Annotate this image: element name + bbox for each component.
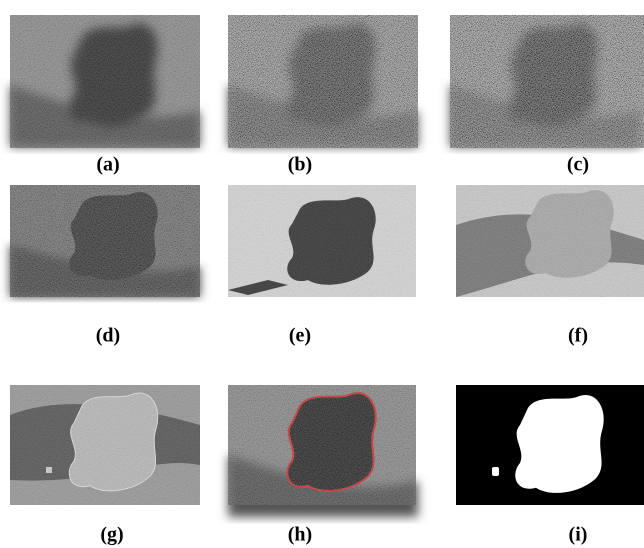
panel-label: (e) bbox=[289, 325, 311, 347]
panel-label: (a) bbox=[96, 154, 119, 176]
panel-label: (c) bbox=[567, 154, 589, 176]
panel-label: (i) bbox=[569, 524, 588, 546]
panel-i bbox=[456, 385, 644, 505]
panel-g bbox=[10, 385, 200, 505]
panel-label: (d) bbox=[96, 325, 120, 347]
panel-d bbox=[10, 185, 200, 297]
panel-h bbox=[228, 385, 418, 517]
panel-label: (g) bbox=[100, 524, 123, 546]
panel-label: (f) bbox=[568, 325, 588, 347]
panel-b bbox=[228, 15, 418, 148]
panel-c bbox=[450, 15, 644, 148]
figure: (a) (b) (c) (d) (e) (f) (g) (h) (i) bbox=[0, 0, 644, 548]
panel-a bbox=[10, 15, 200, 148]
panel-f bbox=[456, 185, 644, 297]
panel-label: (b) bbox=[288, 154, 312, 176]
panel-e bbox=[228, 185, 416, 297]
panel-label: (h) bbox=[288, 524, 312, 546]
